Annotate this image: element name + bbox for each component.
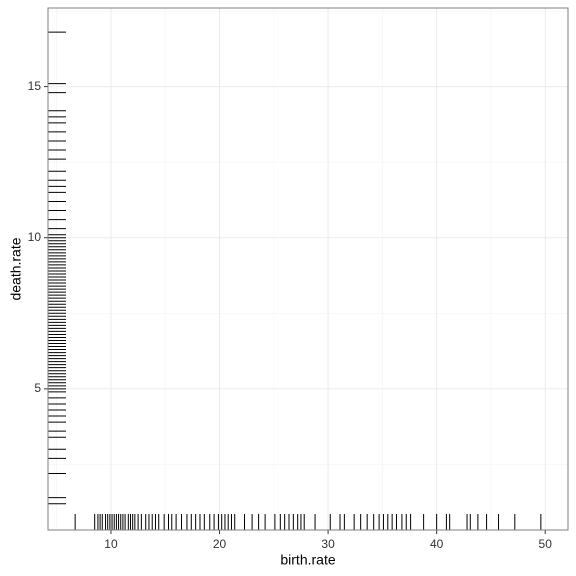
x-axis-label: birth.rate xyxy=(280,552,335,568)
x-tick-label: 20 xyxy=(213,537,227,551)
x-tick-label: 10 xyxy=(104,537,118,551)
x-tick-label: 30 xyxy=(321,537,335,551)
y-axis-label: death.rate xyxy=(8,237,24,300)
y-tick-label: 15 xyxy=(28,79,42,93)
x-tick-label: 50 xyxy=(539,537,553,551)
x-tick-label: 40 xyxy=(430,537,444,551)
panel-border xyxy=(47,7,569,531)
y-tick-label: 10 xyxy=(28,230,42,244)
panel xyxy=(48,8,568,530)
y-tick-label: 5 xyxy=(34,381,41,395)
